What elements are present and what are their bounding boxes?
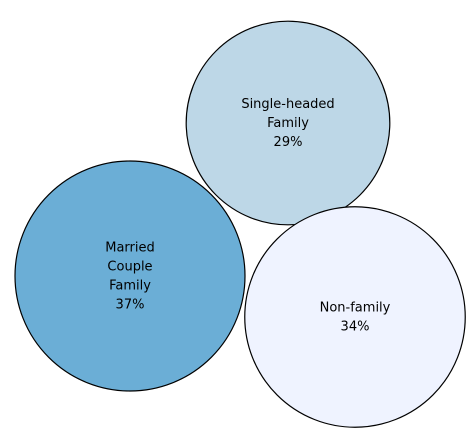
bubble: [244, 206, 466, 428]
bubble-group: Married Couple Family 37%: [14, 160, 246, 392]
bubble-category-label: Couple: [107, 260, 152, 275]
bubble-label: Single-headed Family 29%: [241, 97, 334, 150]
bubble-category-label: Single-headed: [241, 97, 334, 112]
bubble-category-label: Family: [267, 116, 309, 131]
bubble-group: Single-headed Family 29%: [185, 20, 391, 226]
bubble-category-label: Non-family: [320, 301, 391, 316]
bubble-value-label: 34%: [341, 320, 370, 335]
bubble-label: Non-family 34%: [320, 301, 391, 335]
bubble: [185, 20, 391, 226]
bubble: [14, 160, 246, 392]
bubble-label: Married Couple Family 37%: [105, 241, 155, 313]
bubble-value-label: 29%: [274, 135, 303, 150]
bubble-category-label: Family: [109, 279, 151, 294]
bubble-value-label: 37%: [116, 298, 145, 313]
bubble-category-label: Married: [105, 241, 155, 256]
bubble-group: Non-family 34%: [244, 206, 466, 428]
